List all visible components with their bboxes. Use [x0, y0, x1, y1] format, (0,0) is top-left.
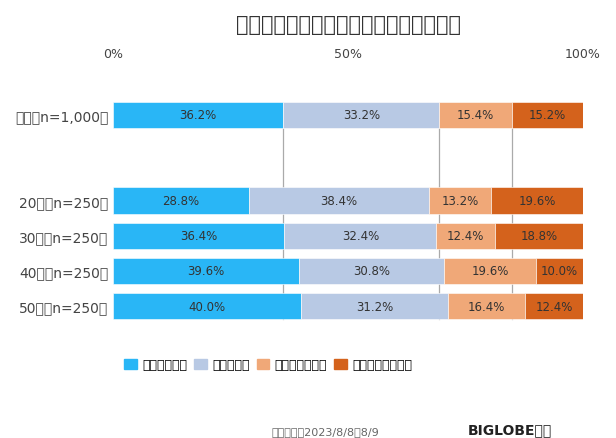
Text: 調査期間：2023/8/8～8/9: 調査期間：2023/8/8～8/9 — [271, 426, 379, 436]
Legend: とても感じる, やや感じる, あまり感じない, まったく感じない: とても感じる, やや感じる, あまり感じない, まったく感じない — [120, 353, 417, 377]
Bar — [536, 258, 583, 284]
Bar — [437, 223, 495, 249]
Bar — [495, 223, 583, 249]
Text: 15.2%: 15.2% — [529, 109, 566, 122]
Bar — [429, 188, 491, 214]
Bar — [113, 188, 248, 214]
Bar — [113, 102, 283, 129]
Text: 32.4%: 32.4% — [342, 230, 379, 243]
Bar — [439, 102, 512, 129]
Bar — [301, 293, 448, 319]
Text: 33.2%: 33.2% — [342, 109, 380, 122]
Text: 31.2%: 31.2% — [356, 300, 393, 313]
Bar — [113, 293, 301, 319]
Text: 36.4%: 36.4% — [180, 230, 217, 243]
Bar — [444, 258, 536, 284]
Text: 19.6%: 19.6% — [471, 265, 509, 278]
Text: 40.0%: 40.0% — [188, 300, 225, 313]
Text: 19.6%: 19.6% — [518, 194, 556, 208]
Text: 13.2%: 13.2% — [441, 194, 479, 208]
Text: 39.6%: 39.6% — [188, 265, 225, 278]
Title: 海外旅行費用が高くなっていると感じる: 海外旅行費用が高くなっていると感じる — [236, 15, 461, 35]
Text: 36.2%: 36.2% — [180, 109, 217, 122]
Bar — [284, 223, 437, 249]
Bar — [491, 188, 583, 214]
Bar — [448, 293, 525, 319]
Text: 18.8%: 18.8% — [521, 230, 557, 243]
Bar — [113, 258, 299, 284]
Bar — [512, 102, 583, 129]
Bar — [113, 223, 284, 249]
Text: 28.8%: 28.8% — [163, 194, 200, 208]
Text: 16.4%: 16.4% — [468, 300, 505, 313]
Text: BIGLOBE調べ: BIGLOBE調べ — [468, 422, 553, 436]
Text: 15.4%: 15.4% — [457, 109, 494, 122]
Bar — [283, 102, 439, 129]
Bar — [299, 258, 444, 284]
Bar — [525, 293, 583, 319]
Text: 12.4%: 12.4% — [535, 300, 573, 313]
Bar — [248, 188, 429, 214]
Text: 10.0%: 10.0% — [541, 265, 578, 278]
Text: 12.4%: 12.4% — [447, 230, 484, 243]
Text: 38.4%: 38.4% — [320, 194, 357, 208]
Text: 30.8%: 30.8% — [353, 265, 390, 278]
